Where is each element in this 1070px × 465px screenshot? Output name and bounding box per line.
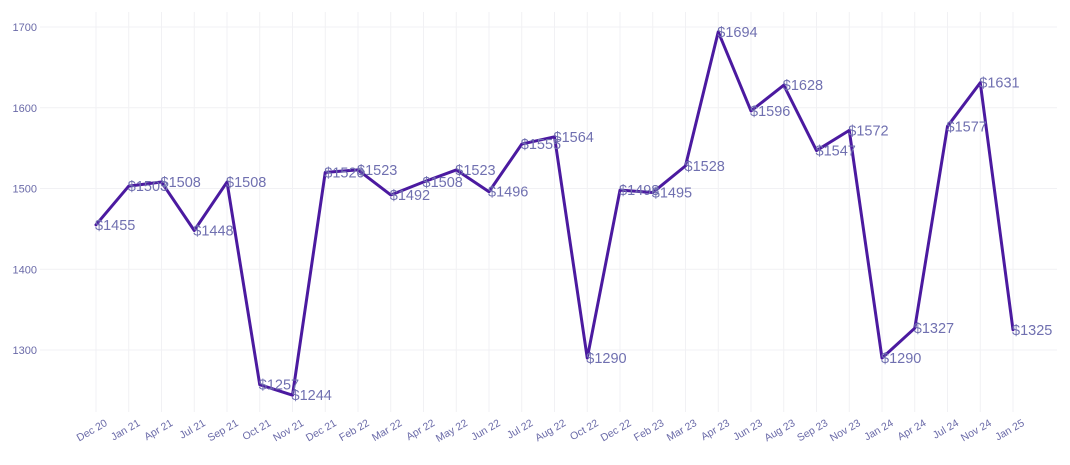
data-label-jul-24: $1577 [947,119,987,135]
data-label-jan-24: $1290 [881,351,921,367]
y-tick-1400: 1400 [13,264,37,276]
data-label-may-22: $1523 [455,163,495,179]
data-label-apr-21: $1508 [161,175,201,191]
x-tick-jan-25: Jan 25 [993,417,1026,443]
x-tick-dec-21: Dec 21 [304,417,339,444]
data-label-nov-24: $1631 [979,76,1019,92]
data-label-oct-22: $1290 [586,351,626,367]
series-line [94,30,1015,397]
x-tick-oct-22: Oct 22 [568,417,601,443]
x-tick-feb-23: Feb 23 [632,417,666,444]
x-tick-sep-23: Sep 23 [795,417,830,444]
x-tick-feb-22: Feb 22 [337,417,371,444]
x-tick-nov-24: Nov 24 [959,417,994,444]
data-label-jan-25: $1325 [1012,323,1052,339]
data-label-dec-21: $1520 [324,165,364,181]
x-tick-aug-22: Aug 22 [533,417,568,444]
x-tick-apr-24: Apr 24 [895,417,928,443]
y-tick-1300: 1300 [13,345,37,357]
data-label-sep-23: $1547 [816,144,856,160]
x-tick-aug-23: Aug 23 [762,417,797,444]
x-tick-dec-22: Dec 22 [599,417,634,444]
data-label-mar-23: $1528 [685,159,725,175]
data-label-apr-22: $1508 [423,175,463,191]
y-axis-ticks: 1300 1400 1500 1600 1700 [13,22,37,357]
data-label-aug-22: $1564 [554,130,594,146]
x-tick-oct-21: Oct 21 [240,417,273,443]
data-label-aug-23: $1628 [783,78,823,94]
x-tick-mar-22: Mar 22 [370,417,404,444]
x-tick-mar-23: Mar 23 [665,417,699,444]
data-label-jan-21: $1503 [128,179,168,195]
data-label-feb-23: $1495 [652,186,692,202]
data-label-jul-22: $1555 [521,137,561,153]
data-label-dec-20: $1455 [95,218,135,234]
data-label-nov-23: $1572 [848,123,888,139]
x-tick-dec-20: Dec 20 [75,417,110,444]
y-tick-1600: 1600 [13,103,37,115]
x-tick-jul-22: Jul 22 [505,417,535,441]
data-label-sep-21: $1508 [226,175,266,191]
data-label-dec-22: $1498 [619,183,659,199]
x-tick-jul-24: Jul 24 [931,417,961,441]
data-label-oct-21: $1257 [259,378,299,394]
x-tick-jan-24: Jan 24 [862,417,895,443]
data-label-jun-22: $1496 [488,185,528,201]
horizontal-gridlines [40,26,1057,351]
x-tick-jun-23: Jun 23 [731,417,764,443]
x-tick-jan-21: Jan 21 [109,417,142,443]
data-label-nov-21: $1244 [292,388,332,404]
data-label-feb-22: $1523 [357,163,397,179]
x-tick-apr-21: Apr 21 [142,417,175,443]
data-labels: $1455$1503$1508$1448$1508$1257$1244$1520… [95,25,1052,404]
x-tick-apr-22: Apr 22 [404,417,437,443]
x-tick-may-22: May 22 [434,417,470,445]
x-tick-jul-21: Jul 21 [177,417,207,441]
data-label-mar-22: $1492 [390,188,430,204]
data-label-apr-23: $1694 [717,25,757,41]
x-tick-apr-23: Apr 23 [699,417,732,443]
vertical-gridlines [95,12,1014,412]
x-tick-jun-22: Jun 22 [469,417,502,443]
y-tick-1700: 1700 [13,22,37,34]
x-tick-nov-23: Nov 23 [828,417,863,444]
y-tick-1500: 1500 [13,184,37,196]
data-label-apr-24: $1327 [914,321,954,337]
x-tick-nov-21: Nov 21 [271,417,306,444]
data-label-jul-21: $1448 [193,223,233,239]
x-tick-sep-21: Sep 21 [206,417,241,444]
data-label-jun-23: $1596 [750,104,790,120]
